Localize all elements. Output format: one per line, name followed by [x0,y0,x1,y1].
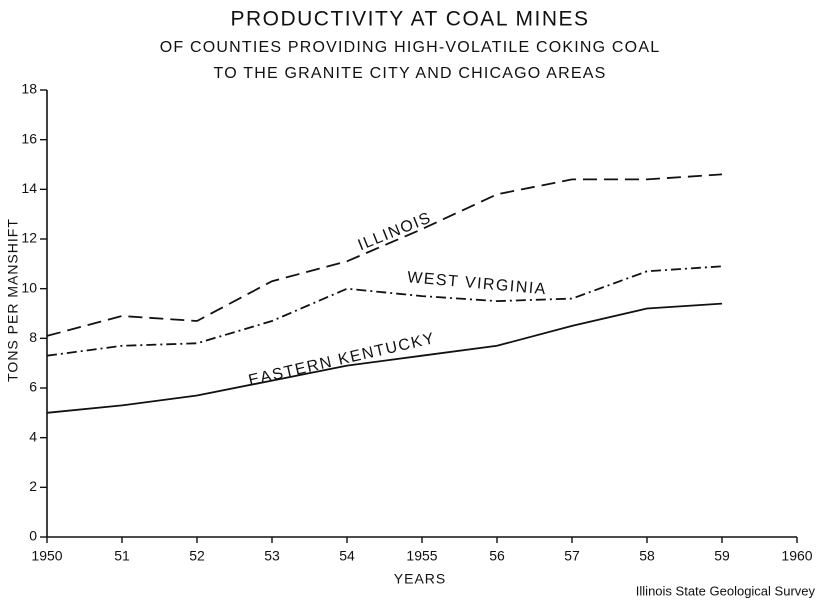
series-label: EASTERN KENTUCKY [247,330,437,390]
chart-subtitle: OF COUNTIES PROVIDING HIGH-VOLATILE COKI… [160,39,661,56]
x-tick-label: 52 [189,548,205,564]
x-tick-label: 54 [339,548,355,564]
series-line [46,173,723,337]
series-label: ILLINOIS [356,209,435,254]
x-tick-label: 1955 [406,548,437,564]
series-line [46,302,723,414]
chart-title: PRODUCTIVITY AT COAL MINES [230,8,589,31]
x-tick-label: 57 [564,548,580,564]
x-tick-label: 53 [264,548,280,564]
y-tick-label: 6 [29,379,37,395]
y-tick-label: 12 [21,230,37,246]
x-tick-label: 51 [114,548,130,564]
y-tick-label: 8 [29,329,37,345]
y-tick-label: 18 [21,81,37,97]
series-line [46,265,723,357]
chart-subtitle: TO THE GRANITE CITY AND CHICAGO AREAS [214,65,607,82]
y-axis-label: TONS PER MANSHIFT [5,218,21,382]
y-tick-label: 2 [29,478,37,494]
x-tick-label: 56 [489,548,505,564]
x-tick-label: 1950 [31,548,62,564]
y-tick-label: 4 [29,428,37,444]
y-tick-label: 14 [21,180,37,196]
y-tick-label: 16 [21,130,37,146]
source-note: Illinois State Geological Survey [636,583,816,598]
y-tick-label: 0 [29,528,37,544]
x-tick-label: 58 [639,548,655,564]
x-tick-label: 1960 [781,548,812,564]
x-axis-label: YEARS [394,571,446,587]
y-tick-label: 10 [21,279,37,295]
x-tick-label: 59 [714,548,730,564]
series-label: WEST VIRGINIA [406,269,547,298]
